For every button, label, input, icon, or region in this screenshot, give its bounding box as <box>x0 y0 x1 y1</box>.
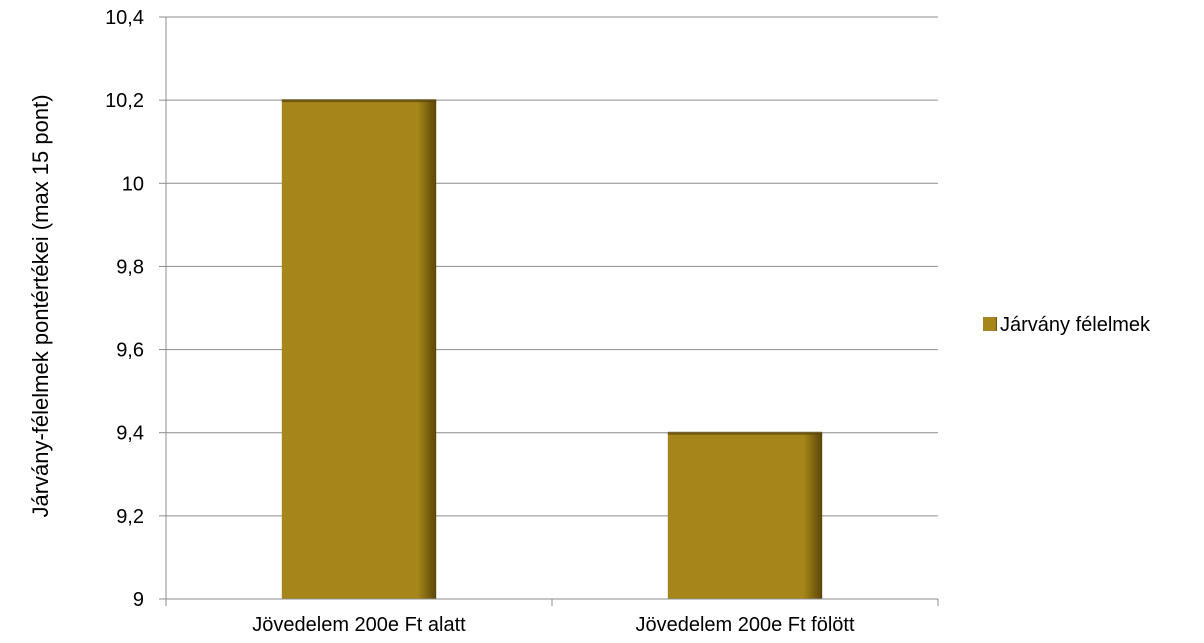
x-tick-labels: Jövedelem 200e Ft alatt Jövedelem 200e Ft… <box>252 614 855 636</box>
bars <box>281 99 823 600</box>
y-tick-label: 9,6 <box>116 340 144 362</box>
x-tick-label: Jövedelem 200e Ft fölött <box>635 614 854 636</box>
bar <box>281 100 437 600</box>
axes <box>159 16 939 606</box>
y-tick-label: 9,4 <box>116 423 144 445</box>
y-tick-label: 9,8 <box>116 256 144 278</box>
y-tick-label: 9 <box>133 589 144 611</box>
legend: Járvány félelmek <box>983 314 1151 336</box>
legend-swatch <box>983 317 997 331</box>
y-tick-label: 9,2 <box>116 506 144 528</box>
bar-top-edge <box>281 99 437 103</box>
bar <box>667 432 823 599</box>
x-tick-label: Jövedelem 200e Ft alatt <box>252 614 466 636</box>
y-axis-title: Járvány-félelmek pontértékei (max 15 pon… <box>28 94 53 517</box>
y-tick-label: 10,4 <box>105 7 144 29</box>
y-tick-label: 10 <box>122 173 144 195</box>
y-tick-label: 10,2 <box>105 90 144 112</box>
legend-label: Járvány félelmek <box>1000 314 1151 336</box>
y-tick-labels: 9 9,2 9,4 9,6 9,8 10 10,2 10,4 <box>105 7 144 611</box>
bar-top-edge <box>667 431 823 435</box>
